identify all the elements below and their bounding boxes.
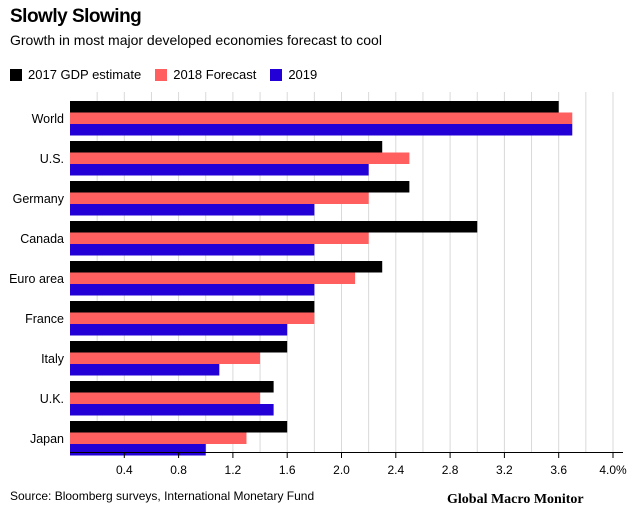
legend-label: 2019: [288, 67, 318, 82]
bar-2019: [70, 204, 315, 216]
legend-item-2017: 2017 GDP estimate: [10, 67, 141, 82]
x-tick-label: 3.6: [550, 463, 567, 477]
x-tick-label: 1.6: [279, 463, 296, 477]
bar-2017-gdp-estimate: [70, 101, 559, 113]
bar-2018-forecast: [70, 272, 356, 284]
bar-2019: [70, 124, 573, 136]
bar-2017-gdp-estimate: [70, 221, 478, 233]
legend-swatch: [10, 68, 22, 81]
x-tick-label: 0.4: [116, 463, 133, 477]
category-label: Euro area: [9, 272, 64, 286]
bar-2017-gdp-estimate: [70, 381, 274, 393]
bar-2018-forecast: [70, 312, 315, 324]
bar-2019: [70, 324, 288, 336]
bar-2018-forecast: [70, 232, 369, 244]
category-label: World: [32, 112, 64, 126]
category-label: U.S.: [40, 152, 64, 166]
x-tick-label: 2.4: [387, 463, 404, 477]
watermark: Global Macro Monitor: [447, 492, 584, 507]
bar-2018-forecast: [70, 192, 369, 204]
bar-2018-forecast: [70, 112, 573, 124]
bar-2019: [70, 444, 206, 456]
bar-2018-forecast: [70, 392, 261, 404]
category-label: Japan: [30, 432, 64, 446]
legend-item-2019: 2019: [270, 67, 317, 82]
legend-swatch: [270, 68, 283, 81]
chart-subtitle: Growth in most major developed economies…: [10, 32, 382, 48]
x-tick-label: 3.2: [496, 463, 513, 477]
x-tick-label: 1.2: [225, 463, 242, 477]
legend-item-2018: 2018 Forecast: [155, 67, 256, 82]
category-label: Germany: [13, 192, 65, 206]
x-tick-label: 2.0: [333, 463, 350, 477]
bar-2019: [70, 244, 315, 256]
bar-2017-gdp-estimate: [70, 141, 383, 153]
bar-2019: [70, 284, 315, 296]
category-label: Canada: [20, 232, 64, 246]
bar-2017-gdp-estimate: [70, 181, 410, 193]
legend-label: 2017 GDP estimate: [28, 67, 142, 82]
x-tick-label: 0.8: [170, 463, 187, 477]
x-tick-label: 2.8: [442, 463, 459, 477]
bar-2018-forecast: [70, 152, 410, 164]
bar-2017-gdp-estimate: [70, 301, 315, 313]
bar-2019: [70, 404, 274, 416]
legend-label: 2018 Forecast: [173, 67, 257, 82]
legend-swatch: [155, 68, 168, 81]
bar-2019: [70, 364, 220, 376]
bar-2017-gdp-estimate: [70, 341, 288, 353]
chart-title: Slowly Slowing: [10, 6, 142, 27]
category-label: U.K.: [40, 392, 64, 406]
bar-2019: [70, 164, 369, 176]
bar-2018-forecast: [70, 352, 261, 364]
bar-2017-gdp-estimate: [70, 261, 383, 273]
x-tick-label: 4.0%: [599, 463, 627, 477]
category-label: Italy: [41, 352, 65, 366]
category-label: France: [25, 312, 64, 326]
legend: 2017 GDP estimate 2018 Forecast 2019: [10, 67, 317, 82]
bar-2017-gdp-estimate: [70, 421, 288, 433]
source-note: Source: Bloomberg surveys, International…: [10, 489, 315, 503]
bar-2018-forecast: [70, 432, 247, 444]
